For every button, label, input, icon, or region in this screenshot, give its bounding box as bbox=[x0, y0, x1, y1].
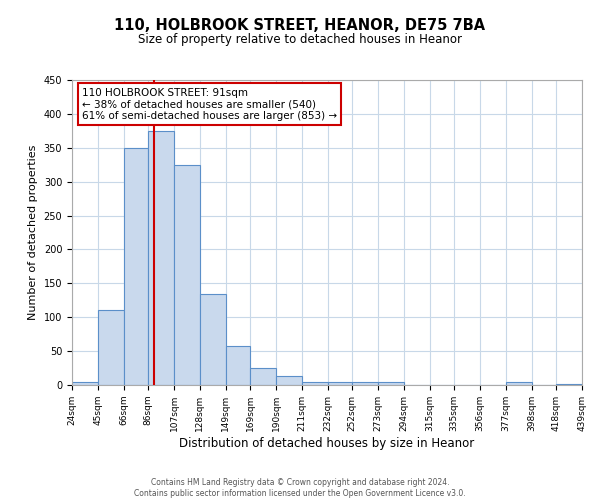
Bar bbox=[302, 382, 328, 385]
Bar bbox=[72, 382, 98, 385]
Bar bbox=[328, 382, 352, 385]
Bar bbox=[556, 384, 582, 385]
Bar bbox=[352, 382, 378, 385]
Bar bbox=[98, 310, 124, 385]
Bar bbox=[226, 346, 250, 385]
Bar bbox=[276, 376, 302, 385]
Bar bbox=[148, 131, 174, 385]
Text: Size of property relative to detached houses in Heanor: Size of property relative to detached ho… bbox=[138, 32, 462, 46]
Bar bbox=[506, 382, 532, 385]
Bar bbox=[250, 368, 276, 385]
X-axis label: Distribution of detached houses by size in Heanor: Distribution of detached houses by size … bbox=[179, 436, 475, 450]
Text: 110, HOLBROOK STREET, HEANOR, DE75 7BA: 110, HOLBROOK STREET, HEANOR, DE75 7BA bbox=[115, 18, 485, 32]
Bar bbox=[174, 164, 200, 385]
Y-axis label: Number of detached properties: Number of detached properties bbox=[28, 145, 38, 320]
Text: Contains HM Land Registry data © Crown copyright and database right 2024.
Contai: Contains HM Land Registry data © Crown c… bbox=[134, 478, 466, 498]
Bar bbox=[124, 148, 148, 385]
Bar bbox=[200, 294, 226, 385]
Text: 110 HOLBROOK STREET: 91sqm
← 38% of detached houses are smaller (540)
61% of sem: 110 HOLBROOK STREET: 91sqm ← 38% of deta… bbox=[82, 88, 337, 121]
Bar bbox=[378, 382, 404, 385]
